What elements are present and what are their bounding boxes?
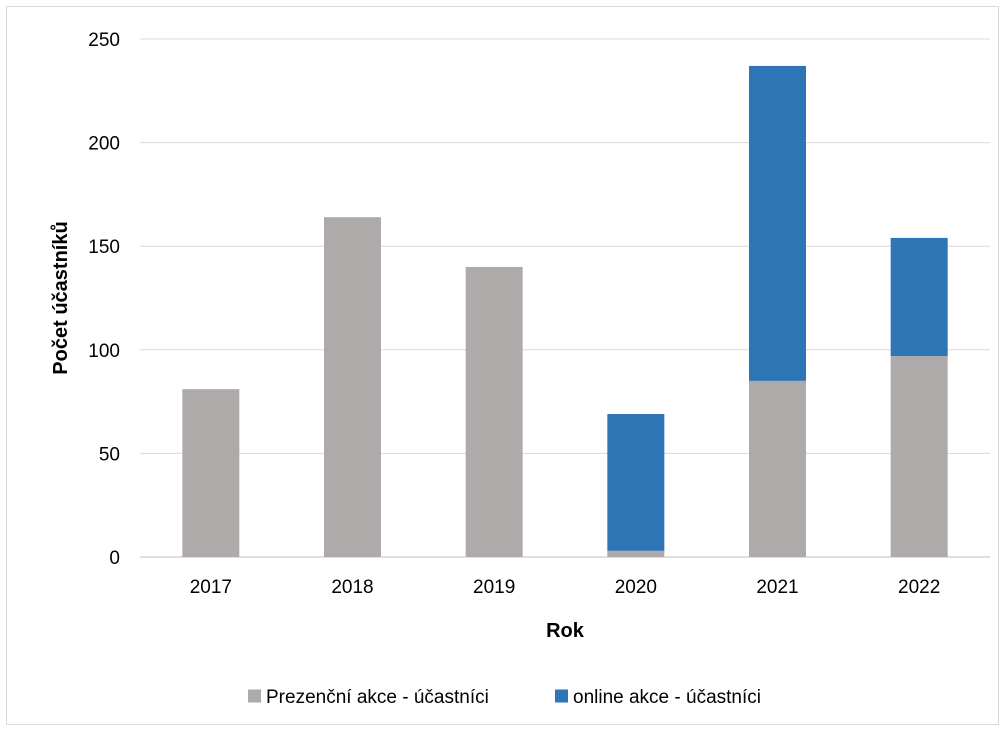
legend-item-2: online akce - účastníci <box>555 687 761 708</box>
x-tick-label: 2020 <box>615 577 657 598</box>
bar-2021-series-2 <box>749 65 806 381</box>
x-tick-label: 2019 <box>473 577 515 598</box>
x-tick-label: 2021 <box>756 577 798 598</box>
bars <box>182 65 948 557</box>
bar-2017-series-1 <box>182 389 240 557</box>
x-axis-title: Rok <box>546 620 585 642</box>
y-tick-label: 250 <box>88 30 120 51</box>
y-tick-label: 100 <box>88 341 120 362</box>
legend: Prezenční akce - účastníci online akce - … <box>248 687 761 708</box>
x-tick-label: 2017 <box>190 577 232 598</box>
legend-swatch <box>248 689 261 703</box>
y-tick-label: 50 <box>99 444 120 465</box>
legend-swatch <box>555 689 568 703</box>
legend-label: Prezenční akce - účastníci <box>266 687 489 708</box>
bar-2020-series-2 <box>607 414 665 551</box>
bar-2021-series-1 <box>749 380 806 557</box>
legend-item-1: Prezenční akce - účastníci <box>248 687 489 708</box>
bar-2022-series-1 <box>890 356 948 557</box>
y-tick-label: 0 <box>109 548 120 569</box>
bar-2018-series-1 <box>324 217 381 557</box>
y-axis-title: Počet účastníků <box>50 221 72 374</box>
x-tick-label: 2022 <box>898 577 940 598</box>
bar-2022-series-2 <box>890 237 948 357</box>
y-tick-label: 200 <box>88 134 120 155</box>
bar-2020-series-1 <box>607 550 665 557</box>
gridlines <box>140 38 990 558</box>
legend-label: online akce - účastníci <box>573 687 761 708</box>
y-tick-label: 150 <box>88 237 120 258</box>
x-tick-label: 2018 <box>331 577 373 598</box>
axes: 0 50 100 150 200 250 2017 2018 2019 2020 2021 2022 <box>88 30 940 598</box>
bar-2019-series-1 <box>465 266 523 557</box>
